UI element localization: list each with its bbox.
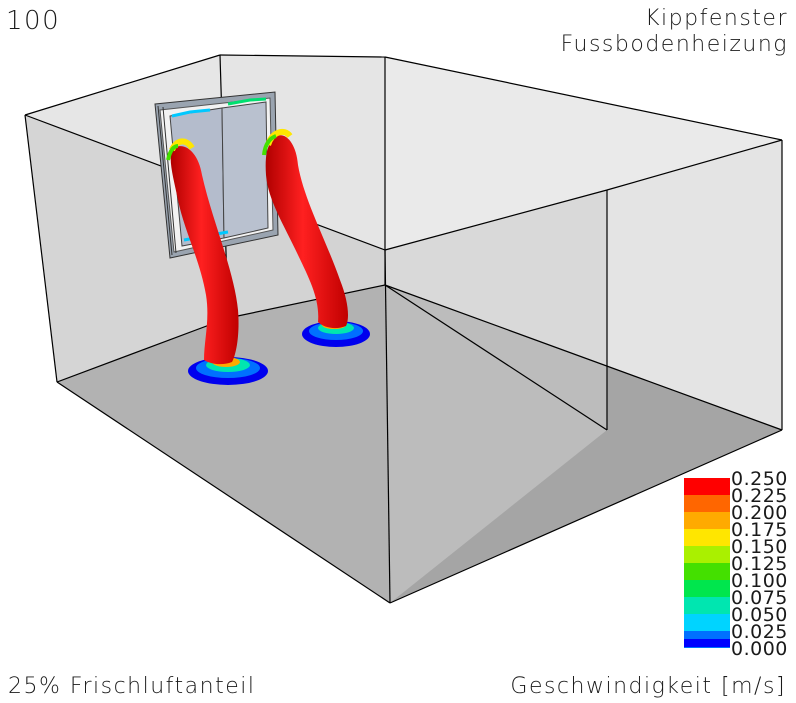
legend-entry: 0.100: [684, 572, 794, 598]
legend-label: 0.250: [731, 468, 788, 490]
frame-number: 100: [6, 6, 61, 36]
legend-swatch: [684, 639, 730, 647]
legend-swatch: [684, 529, 730, 546]
legend-label: 0.175: [731, 519, 788, 541]
left-plume: [166, 138, 268, 385]
legend-swatch: [684, 478, 730, 495]
legend-entry: 0.175: [684, 521, 794, 547]
legend-label: 0.075: [731, 587, 788, 609]
legend-swatch: [684, 597, 730, 614]
variable-label: Geschwindigkeit [m/s]: [510, 674, 786, 699]
legend-swatch: [684, 512, 730, 529]
legend-label: 0.100: [731, 570, 788, 592]
legend-entry: 0.125: [684, 555, 794, 581]
legend-swatch: [684, 563, 730, 580]
legend-label: 0.225: [731, 485, 788, 507]
legend-entry: 0.250: [684, 470, 794, 496]
legend-label: 0.025: [731, 621, 788, 643]
right-plume: [262, 128, 370, 347]
legend-label: 0.050: [731, 604, 788, 626]
legend-entry: 0.000: [684, 639, 794, 666]
legend-label: 0.125: [731, 553, 788, 575]
legend-swatch: [684, 614, 730, 631]
legend-label: 0.150: [731, 536, 788, 558]
legend-swatch: [684, 495, 730, 512]
title-line-2: Fussbodenheizung: [560, 32, 788, 57]
legend-label: 0.000: [731, 638, 788, 660]
legend-swatch: [684, 580, 730, 597]
legend-entry: 0.200: [684, 504, 794, 530]
legend-entry: 0.150: [684, 538, 794, 564]
front-wall: [385, 190, 607, 603]
title-block: Kippfenster Fussbodenheizung: [561, 8, 788, 60]
legend-label: 0.200: [731, 502, 788, 524]
legend-entry: 0.075: [684, 589, 794, 615]
legend-entry: 0.225: [684, 487, 794, 513]
fresh-air-label: 25% Frischluftanteil: [8, 674, 256, 699]
title-line-1: Kippfenster: [645, 6, 788, 31]
room-edges: [24, 54, 783, 604]
legend-entry: 0.050: [684, 606, 794, 632]
color-legend: 0.250 0.225 0.200 0.175 0.150 0.125 0.100 0.075…: [684, 470, 794, 666]
legend-swatch: [684, 546, 730, 563]
